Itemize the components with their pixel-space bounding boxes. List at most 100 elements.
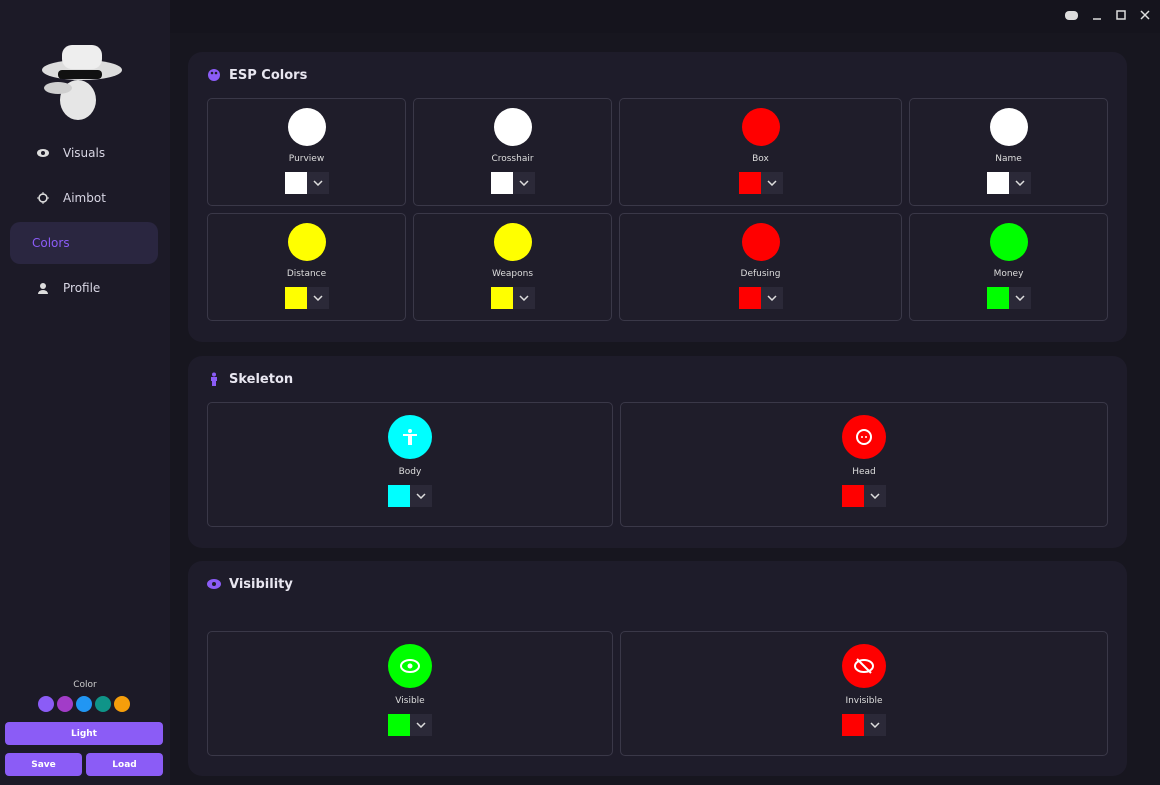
dropdown-button[interactable] (410, 485, 432, 507)
theme-swatch[interactable] (95, 696, 111, 712)
dropdown-button[interactable] (760, 287, 783, 309)
color-label: Distance (286, 269, 327, 279)
maximize-button[interactable] (1116, 8, 1126, 22)
color-picker[interactable] (284, 172, 329, 194)
color-card: Defusing (619, 213, 902, 321)
section-header: Skeleton (207, 356, 1108, 402)
sidebar: Visuals Aimbot Colors Profile Color Ligh… (0, 0, 170, 785)
nav-item[interactable]: Colors (10, 222, 158, 264)
content: ESP Colors Purview Crosshair Box Name Distanc… (170, 33, 1160, 785)
color-card: Crosshair (413, 98, 612, 206)
theme-swatch[interactable] (38, 696, 54, 712)
color-label: Purview (288, 154, 325, 164)
color-preview (287, 108, 326, 146)
color-swatch[interactable] (490, 172, 513, 194)
color-card: Name (909, 98, 1108, 206)
color-picker[interactable] (738, 287, 783, 309)
discord-button[interactable] (1064, 8, 1078, 22)
color-label: Visible (395, 696, 425, 706)
theme-swatch[interactable] (76, 696, 92, 712)
title-bar (1064, 8, 1150, 22)
color-preview (493, 108, 532, 146)
nav-item[interactable]: Visuals (10, 132, 158, 174)
color-picker[interactable] (284, 287, 329, 309)
dropdown-button[interactable] (410, 714, 432, 736)
color-swatch[interactable] (490, 287, 513, 309)
color-picker[interactable] (738, 172, 783, 194)
dropdown-button[interactable] (512, 172, 535, 194)
color-picker[interactable] (388, 485, 432, 507)
button-label: Load (112, 759, 137, 770)
nav-item[interactable]: Aimbot (10, 177, 158, 219)
color-swatch[interactable] (388, 714, 410, 736)
section-title: Visibility (229, 576, 293, 592)
color-card: Visible (207, 631, 613, 756)
section-panel: ESP Colors Purview Crosshair Box Name Distanc… (188, 52, 1127, 342)
nav-item[interactable]: Profile (10, 267, 158, 309)
color-preview (842, 644, 886, 688)
color-picker[interactable] (490, 287, 535, 309)
nav-label: Profile (63, 281, 101, 295)
load-button[interactable]: Load (86, 753, 163, 776)
dropdown-button[interactable] (864, 714, 886, 736)
color-preview (989, 108, 1028, 146)
save-button[interactable]: Save (5, 753, 82, 776)
section-panel: Visibility Visible Invisible (188, 561, 1127, 776)
dropdown-button[interactable] (1008, 287, 1031, 309)
section-panel: Skeleton Body Head (188, 356, 1127, 548)
color-label: Name (995, 154, 1022, 164)
nav-label: Colors (32, 236, 70, 250)
color-picker[interactable] (490, 172, 535, 194)
color-label: Crosshair (491, 154, 534, 164)
color-label: Invisible (845, 696, 883, 706)
color-grid: Body Head (207, 402, 1108, 527)
dropdown-button[interactable] (864, 485, 886, 507)
color-swatch[interactable] (388, 485, 410, 507)
color-preview (388, 644, 432, 688)
color-preview (493, 223, 532, 261)
light-button[interactable]: Light (5, 722, 163, 745)
color-swatch[interactable] (986, 287, 1009, 309)
color-grid: Visible Invisible (207, 631, 1108, 756)
section-header: ESP Colors (207, 52, 1108, 98)
dropdown-button[interactable] (306, 172, 329, 194)
color-swatch[interactable] (842, 714, 864, 736)
color-swatch[interactable] (986, 172, 1009, 194)
nav-label: Aimbot (63, 191, 106, 205)
color-card: Weapons (413, 213, 612, 321)
color-label: Color (73, 680, 97, 690)
color-picker[interactable] (842, 485, 886, 507)
theme-palette (38, 696, 130, 712)
color-label: Money (993, 269, 1024, 279)
section-title: Skeleton (229, 371, 294, 387)
color-swatch[interactable] (284, 287, 307, 309)
close-button[interactable] (1140, 8, 1150, 22)
color-swatch[interactable] (842, 485, 864, 507)
logo (42, 45, 122, 120)
minimize-button[interactable] (1092, 8, 1102, 22)
dropdown-button[interactable] (1008, 172, 1031, 194)
color-swatch[interactable] (284, 172, 307, 194)
color-card: Distance (207, 213, 406, 321)
dropdown-button[interactable] (306, 287, 329, 309)
color-label: Weapons (491, 269, 534, 279)
section-header: Visibility (207, 561, 1108, 607)
color-preview (842, 415, 886, 459)
color-preview (741, 108, 780, 146)
color-picker[interactable] (842, 714, 886, 736)
color-swatch[interactable] (738, 287, 761, 309)
theme-swatch[interactable] (114, 696, 130, 712)
color-label: Body (398, 467, 422, 477)
color-preview (287, 223, 326, 261)
color-picker[interactable] (388, 714, 432, 736)
color-picker[interactable] (986, 287, 1031, 309)
color-picker[interactable] (986, 172, 1031, 194)
dropdown-button[interactable] (512, 287, 535, 309)
color-card: Invisible (620, 631, 1108, 756)
color-label: Box (752, 154, 769, 164)
section-title: ESP Colors (229, 67, 308, 83)
color-swatch[interactable] (738, 172, 761, 194)
button-label: Light (71, 728, 97, 739)
dropdown-button[interactable] (760, 172, 783, 194)
theme-swatch[interactable] (57, 696, 73, 712)
